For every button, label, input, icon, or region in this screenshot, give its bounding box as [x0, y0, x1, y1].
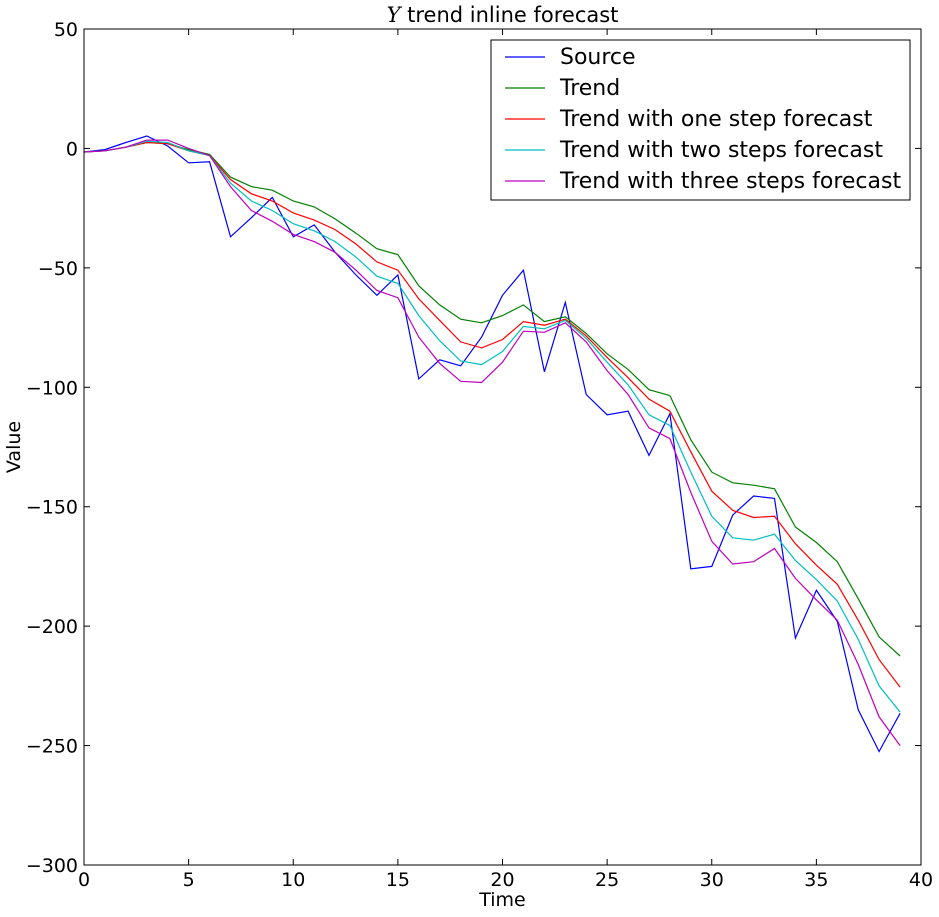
chart-title-rest: trend inline forecast	[400, 3, 618, 27]
chart-title: Y trend inline forecast	[387, 3, 619, 27]
x-tick-label: 20	[490, 869, 514, 891]
x-tick-label: 25	[595, 869, 619, 891]
x-tick-label: 10	[281, 869, 305, 891]
y-tick-label: −50	[38, 258, 78, 280]
x-tick-label: 0	[78, 869, 90, 891]
series-line-1	[83, 135, 901, 753]
y-tick-label: 50	[54, 19, 78, 41]
y-axis-label: Value	[3, 421, 25, 473]
series-line-5	[83, 139, 901, 746]
series-layer	[83, 135, 901, 753]
x-axis-label: Time	[478, 889, 526, 911]
series-line-3	[83, 141, 901, 688]
legend-label-4: Trend with two steps forecast	[559, 138, 883, 163]
legend-label-5: Trend with three steps forecast	[559, 169, 901, 194]
legend-box	[490, 39, 911, 201]
series-line-2	[83, 141, 901, 657]
x-tick-label: 30	[700, 869, 724, 891]
x-tick-label: 5	[183, 869, 195, 891]
legend-label-2: Trend	[559, 76, 620, 101]
y-tick-label: −100	[26, 377, 78, 399]
x-tick-label: 15	[386, 869, 410, 891]
ticks-layer: 0 5 10 15 20 25 30 35 40 50 0 −50 −100 −150 −200 −250 −3…	[26, 19, 933, 891]
y-tick-label: −250	[26, 736, 78, 758]
chart-title-italic: Y	[387, 3, 403, 27]
y-tick-label: 0	[66, 138, 78, 160]
legend-label-1: Source	[560, 45, 636, 70]
x-tick-label: 40	[909, 869, 933, 891]
y-tick-label: −200	[26, 616, 78, 638]
y-tick-label: −150	[26, 497, 78, 519]
legend-label-3: Trend with one step forecast	[559, 107, 873, 132]
x-tick-label: 35	[804, 869, 828, 891]
series-line-4	[83, 140, 901, 713]
legend: Source Trend Trend with one step forecast T…	[490, 39, 911, 201]
y-tick-label: −300	[26, 855, 78, 877]
